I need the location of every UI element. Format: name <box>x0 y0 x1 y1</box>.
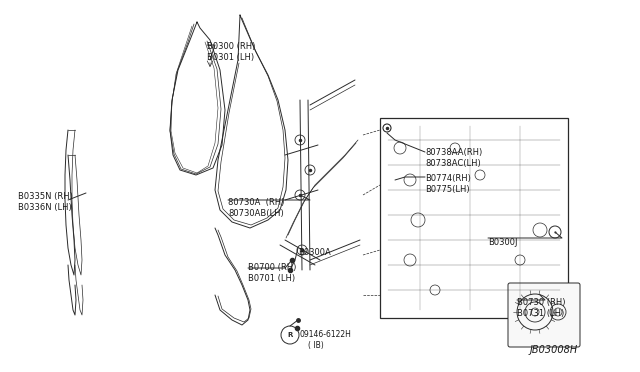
Text: JB03008H: JB03008H <box>530 345 578 355</box>
Text: B0775(LH): B0775(LH) <box>425 185 470 194</box>
FancyBboxPatch shape <box>508 283 580 347</box>
Text: B0336N (LH): B0336N (LH) <box>18 203 72 212</box>
Text: B0335N (RH): B0335N (RH) <box>18 192 73 201</box>
Text: B0300A: B0300A <box>298 248 331 257</box>
Text: 09146-6122H: 09146-6122H <box>300 330 352 339</box>
Text: ( IB): ( IB) <box>308 341 324 350</box>
Bar <box>380 118 568 318</box>
Text: B0300 (RH): B0300 (RH) <box>207 42 255 51</box>
Text: 80730AB(LH): 80730AB(LH) <box>228 209 284 218</box>
Text: B0301 (LH): B0301 (LH) <box>207 53 254 62</box>
Text: R: R <box>287 332 292 338</box>
Text: 80738AA(RH): 80738AA(RH) <box>425 148 483 157</box>
Text: B0701 (LH): B0701 (LH) <box>248 274 295 283</box>
Text: 80730A  (RH): 80730A (RH) <box>228 198 284 207</box>
Text: 80738AC(LH): 80738AC(LH) <box>425 159 481 168</box>
Text: B0300J: B0300J <box>488 238 518 247</box>
Text: B0700 (RH): B0700 (RH) <box>248 263 296 272</box>
Text: B0731 (LH): B0731 (LH) <box>517 309 564 318</box>
Text: B0730 (RH): B0730 (RH) <box>517 298 566 307</box>
Text: B0774(RH): B0774(RH) <box>425 174 471 183</box>
